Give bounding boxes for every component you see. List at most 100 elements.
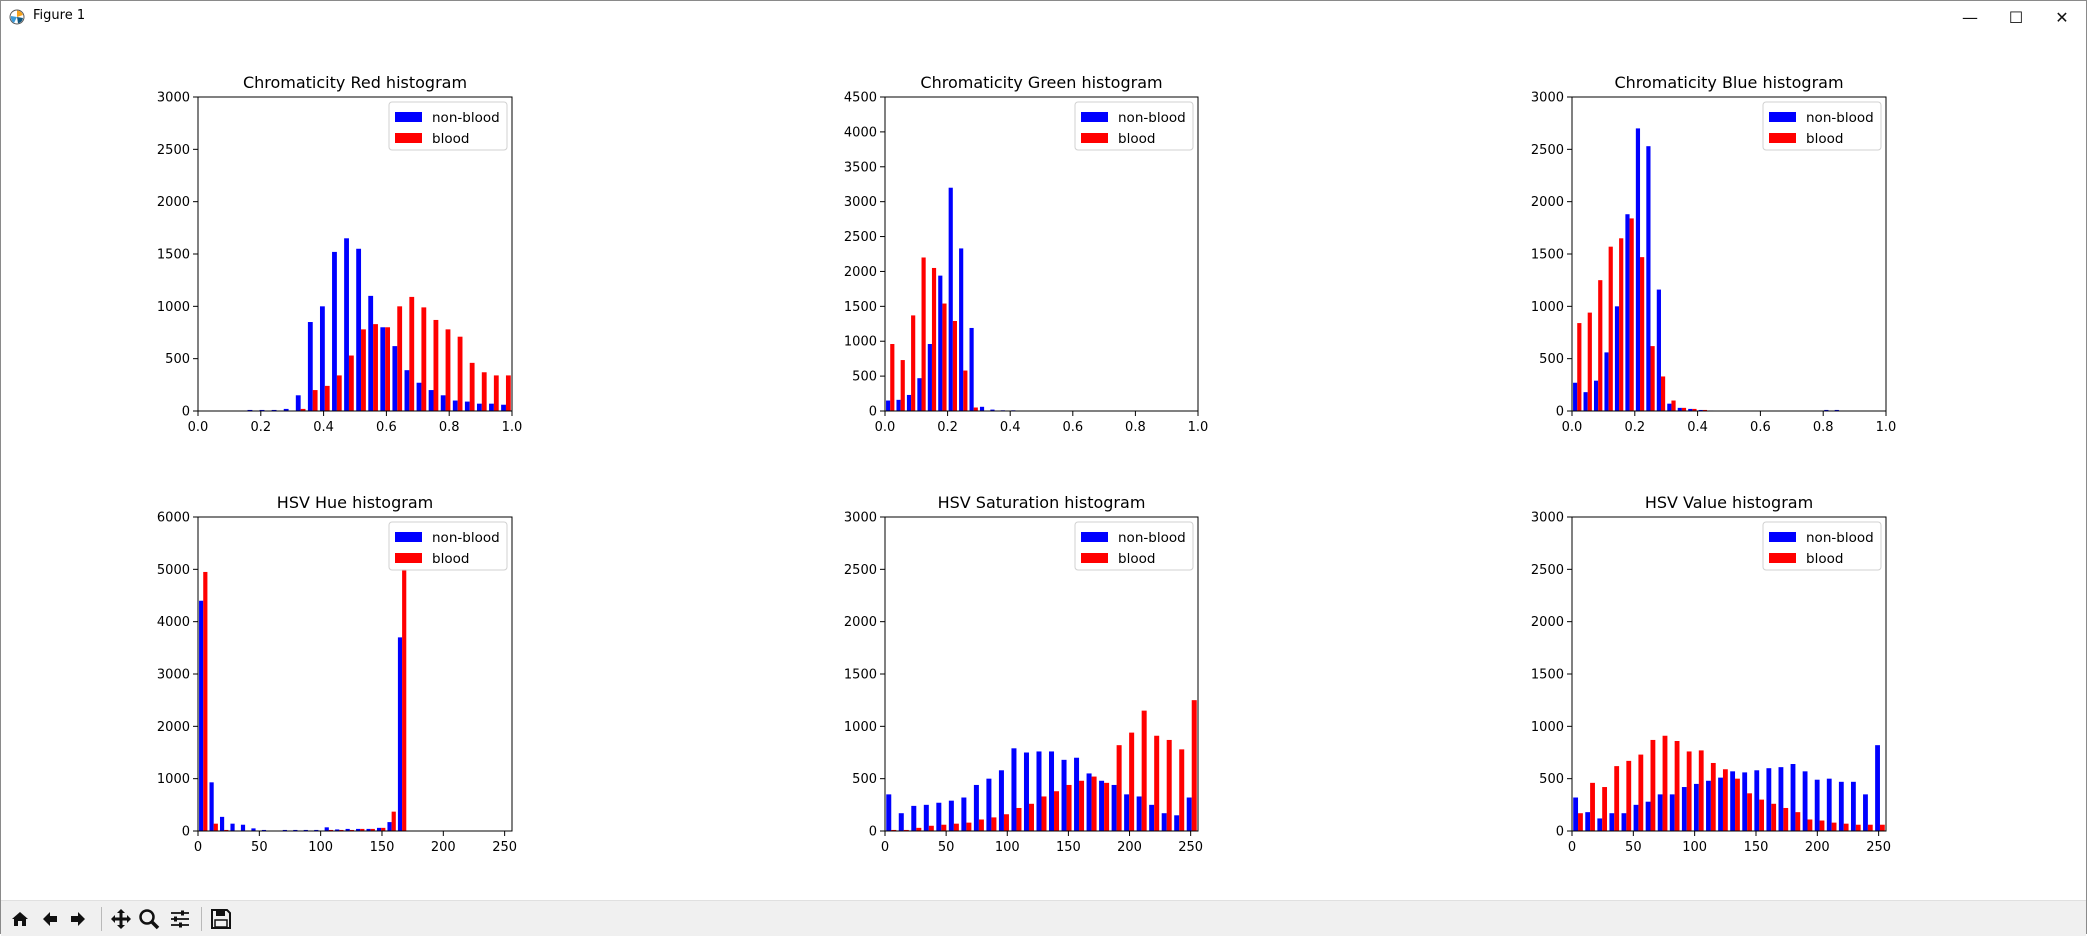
y-tick-label: 1000 <box>1531 300 1564 315</box>
bar-non-blood <box>928 344 932 411</box>
home-button[interactable] <box>7 906 33 932</box>
x-tick-label: 250 <box>1178 840 1203 855</box>
bar-blood <box>458 337 463 411</box>
y-tick-label: 2500 <box>157 143 190 158</box>
bar-non-blood <box>1815 780 1820 831</box>
bar-non-blood <box>1718 778 1723 831</box>
x-tick-label: 200 <box>1805 840 1830 855</box>
bar-blood <box>1192 700 1197 831</box>
bar-blood <box>1640 257 1644 411</box>
bar-non-blood <box>1584 392 1588 411</box>
x-tick-label: 0.4 <box>1687 420 1708 435</box>
x-tick-label: 250 <box>1866 840 1891 855</box>
back-button[interactable] <box>37 906 63 932</box>
bar-blood <box>941 825 946 831</box>
bar-non-blood <box>886 401 890 411</box>
bar-non-blood <box>1174 815 1179 831</box>
bar-non-blood <box>1803 771 1808 831</box>
bar-non-blood <box>1594 381 1598 411</box>
bar-blood <box>1626 761 1631 831</box>
x-tick-label: 0.6 <box>376 420 397 435</box>
bar-blood <box>1759 800 1764 831</box>
bar-non-blood <box>1754 770 1759 831</box>
forward-button[interactable] <box>65 906 91 932</box>
y-tick-label: 500 <box>852 772 877 787</box>
bar-non-blood <box>1149 805 1154 831</box>
y-tick-label: 3000 <box>157 668 190 683</box>
bar-blood <box>1614 766 1619 831</box>
bar-non-blood <box>1766 768 1771 831</box>
bar-blood <box>1067 785 1072 831</box>
configure-subplots-button[interactable] <box>167 906 193 932</box>
forward-icon <box>68 909 88 929</box>
bar-non-blood <box>907 395 911 411</box>
bar-non-blood <box>477 404 482 411</box>
bar-non-blood <box>344 238 349 411</box>
bar-blood <box>1117 745 1122 831</box>
y-tick-label: 1000 <box>157 772 190 787</box>
bar-non-blood <box>1024 753 1029 832</box>
legend-label: blood <box>1806 131 1843 147</box>
bar-non-blood <box>949 188 953 411</box>
bar-non-blood <box>1706 781 1711 831</box>
x-tick-label: 100 <box>1682 840 1707 855</box>
x-tick-label: 0.2 <box>250 420 271 435</box>
x-tick-label: 1.0 <box>1188 420 1209 435</box>
bar-non-blood <box>911 806 916 831</box>
bar-blood <box>1609 247 1613 411</box>
bar-non-blood <box>949 801 954 831</box>
bar-non-blood <box>325 827 329 831</box>
bar-blood <box>409 297 414 411</box>
zoom-button[interactable] <box>136 906 162 932</box>
legend-label: blood <box>1806 551 1843 567</box>
bar-non-blood <box>1636 128 1640 411</box>
bar-blood <box>1638 755 1643 831</box>
bar-blood <box>397 306 402 411</box>
x-tick-label: 0.6 <box>1750 420 1771 435</box>
save-button[interactable] <box>208 906 234 932</box>
bar-blood <box>1880 825 1885 831</box>
y-tick-label: 1000 <box>1531 720 1564 735</box>
x-tick-label: 150 <box>1056 840 1081 855</box>
title-bar[interactable]: Figure 1 — ☐ ✕ <box>1 1 2086 33</box>
y-tick-label: 3000 <box>1531 91 1564 106</box>
bar-blood <box>942 304 946 411</box>
chart-title: HSV Value histogram <box>1645 493 1813 512</box>
bar-non-blood <box>1124 794 1129 831</box>
bar-blood <box>1630 218 1634 411</box>
bar-blood <box>325 386 330 411</box>
y-tick-label: 500 <box>165 352 190 367</box>
y-tick-label: 2000 <box>157 195 190 210</box>
bar-blood <box>1154 736 1159 831</box>
bar-non-blood <box>1099 781 1104 831</box>
bar-non-blood <box>1667 404 1671 411</box>
bar-non-blood <box>961 798 966 831</box>
maximize-button[interactable]: ☐ <box>1993 1 2039 33</box>
bar-non-blood <box>1658 794 1663 831</box>
y-tick-label: 5000 <box>157 563 190 578</box>
y-tick-label: 2000 <box>1531 615 1564 630</box>
bar-non-blood <box>1779 767 1784 831</box>
y-tick-label: 1500 <box>157 248 190 263</box>
pan-button[interactable] <box>108 906 134 932</box>
chart-title: Chromaticity Green histogram <box>920 73 1162 92</box>
toolbar-separator <box>101 907 102 931</box>
bar-non-blood <box>210 782 214 831</box>
legend-label: non-blood <box>1118 110 1186 126</box>
bar-blood <box>1588 313 1592 411</box>
bar-non-blood <box>392 346 397 411</box>
close-button[interactable]: ✕ <box>2039 1 2085 33</box>
bar-non-blood <box>220 817 224 831</box>
legend-label: blood <box>432 551 469 567</box>
x-tick-label: 150 <box>370 840 395 855</box>
y-tick-label: 1500 <box>844 300 877 315</box>
bar-non-blood <box>1597 818 1602 831</box>
y-tick-label: 1000 <box>844 335 877 350</box>
y-tick-label: 0 <box>182 405 190 420</box>
minimize-button[interactable]: — <box>1947 1 1993 33</box>
bar-blood <box>1092 777 1097 831</box>
